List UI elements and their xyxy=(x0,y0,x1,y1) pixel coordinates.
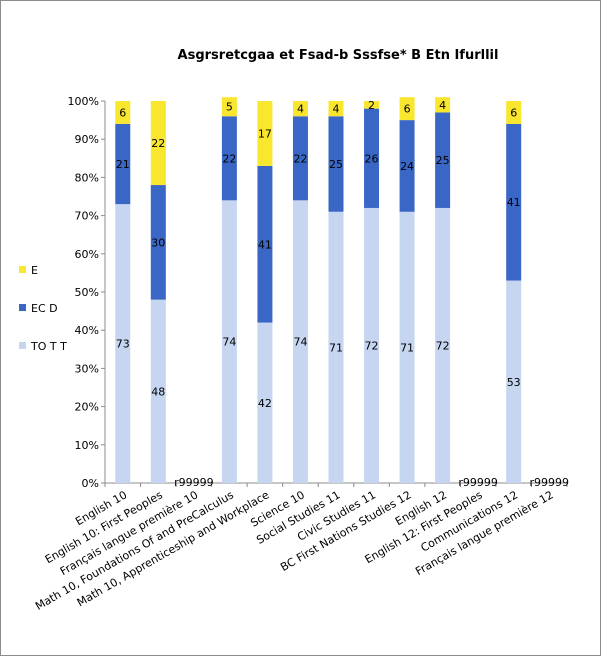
data-label: 25 xyxy=(436,154,450,167)
data-label: 25 xyxy=(329,158,343,171)
y-tick-label: 40% xyxy=(75,324,99,337)
data-label: 41 xyxy=(507,196,521,209)
data-label: 17 xyxy=(258,127,272,140)
data-label: 6 xyxy=(119,106,126,119)
data-label: 71 xyxy=(329,341,343,354)
y-tick-label: 80% xyxy=(75,171,99,184)
y-tick-label: 50% xyxy=(75,286,99,299)
chart-title: Asgrsretcgaa et Fsad-b Sssfse* B Etn Ifu… xyxy=(178,48,499,63)
legend-label: EC D xyxy=(31,302,58,315)
data-label: 4 xyxy=(439,99,446,112)
y-tick-label: 60% xyxy=(75,248,99,261)
axes: 0% 10% 20% 30% 40% 50% 60% 70% 80% 90% 100% xyxy=(68,95,567,490)
data-label: 21 xyxy=(116,158,130,171)
data-label: 72 xyxy=(436,339,450,352)
data-label: 30 xyxy=(151,236,165,249)
data-label: 22 xyxy=(151,137,165,150)
y-tick-label: 20% xyxy=(75,401,99,414)
data-label: 2 xyxy=(368,99,375,112)
y-tick-label: 100% xyxy=(68,95,99,108)
legend: E EC D TO T T xyxy=(19,264,67,353)
data-label: 48 xyxy=(151,385,165,398)
missing-value-label: r99999 xyxy=(458,476,498,489)
data-label: 72 xyxy=(365,339,379,352)
y-tick-label: 0% xyxy=(82,477,99,490)
data-label: 41 xyxy=(258,238,272,251)
missing-value-label: r99999 xyxy=(529,476,569,489)
data-label: 73 xyxy=(116,338,130,351)
legend-swatch xyxy=(19,304,26,311)
data-label: 22 xyxy=(222,152,236,165)
data-label: 26 xyxy=(365,152,379,165)
bars xyxy=(115,97,521,483)
legend-label: E xyxy=(31,264,38,277)
data-label: 74 xyxy=(222,336,236,349)
data-label: 24 xyxy=(400,160,414,173)
data-label: 42 xyxy=(258,397,272,410)
y-tick-label: 30% xyxy=(75,362,99,375)
y-tick-label: 90% xyxy=(75,133,99,146)
data-label: 74 xyxy=(293,336,307,349)
legend-swatch xyxy=(19,342,26,349)
data-label: 6 xyxy=(510,106,517,119)
y-tick-label: 70% xyxy=(75,210,99,223)
data-label: 6 xyxy=(404,103,411,116)
missing-value-label: r99999 xyxy=(174,476,214,489)
data-label: 71 xyxy=(400,341,414,354)
legend-label: TO T T xyxy=(30,340,67,353)
data-label: 4 xyxy=(297,103,304,116)
data-label: 53 xyxy=(507,376,521,389)
data-label: 22 xyxy=(293,152,307,165)
legend-swatch xyxy=(19,266,26,273)
y-tick-label: 10% xyxy=(75,439,99,452)
data-label: 4 xyxy=(333,103,340,116)
data-label: 5 xyxy=(226,101,233,114)
